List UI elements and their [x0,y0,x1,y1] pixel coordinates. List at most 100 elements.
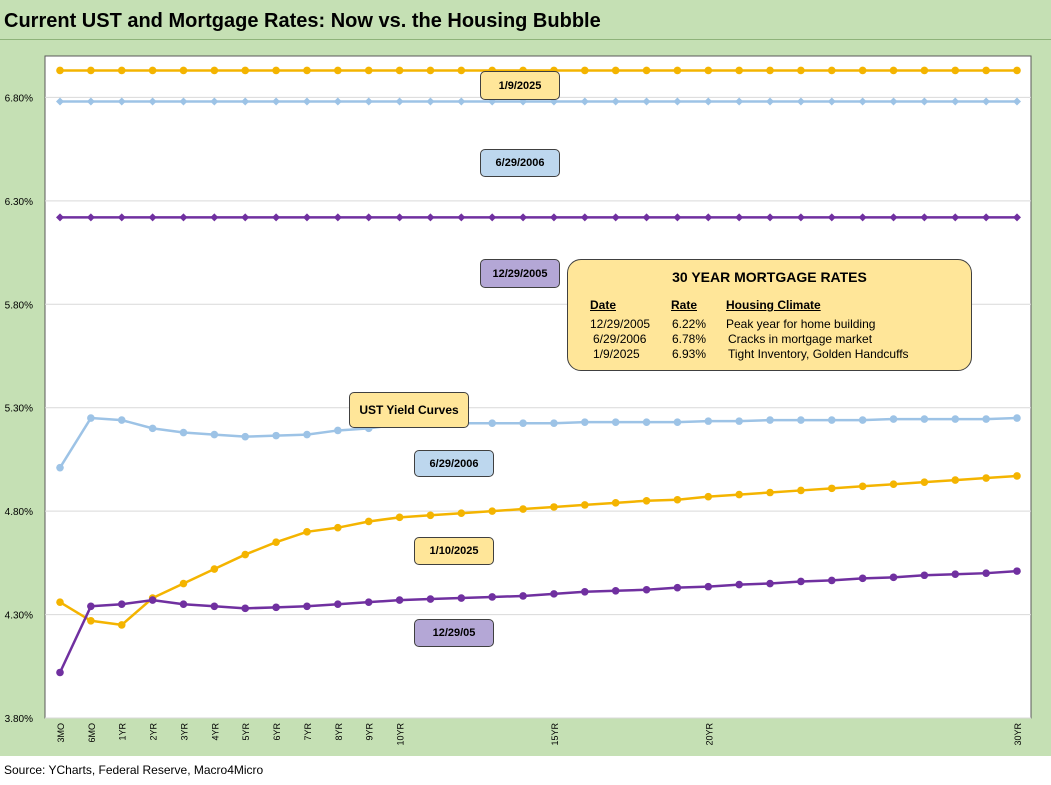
data-point [426,511,435,520]
data-point [951,476,960,484]
data-point [117,416,126,424]
data-point [766,579,774,588]
callout-ust-2006: 6/29/2006 [414,450,494,477]
data-point [148,66,157,75]
data-point [395,513,404,522]
data-point [673,495,682,504]
data-point [797,66,805,75]
data-point [241,213,250,222]
x-axis-ticks: 3MO 6MO 1YR 2YR 3YR 4YR 5YR 6YR 7YR 8YR 9YR 10YR 15Y… [56,723,1023,746]
data-point [642,496,651,505]
data-point [86,213,95,222]
data-point [272,66,280,75]
data-point [920,478,929,486]
data-point [364,66,373,75]
legend-row-climate: Peak year for home building [726,317,876,331]
y-tick-label: 4.80% [5,507,33,518]
data-point [827,416,836,424]
data-point [56,668,64,677]
series-line [59,474,1018,627]
data-point [303,528,311,536]
data-point [982,415,990,423]
data-point [549,213,558,222]
data-point [457,97,466,106]
data-point [302,213,311,222]
data-point [642,213,651,222]
data-point [210,97,219,106]
x-tick-label: 30YR [1013,723,1023,746]
data-point [364,213,373,222]
data-point [1013,567,1021,575]
series-line [58,569,1018,674]
callout-mortgage-2005: 12/29/2005 [480,259,560,288]
data-point [673,66,682,75]
legend-row-rate: 6.93% [672,347,707,361]
x-tick-label: 15YR [550,723,560,746]
legend-header-rate: Rate [671,298,698,312]
data-point [858,66,867,75]
data-point [56,463,64,472]
data-point [735,490,743,499]
data-point [642,585,651,594]
data-point [334,66,342,75]
data-point [210,66,219,75]
data-point [302,97,311,106]
x-tick-label: 2YR [149,723,159,741]
data-point [704,582,713,591]
data-point [334,523,342,532]
data-point [241,66,250,75]
data-point [858,482,867,491]
data-point [951,97,960,106]
legend-row-rate: 6.78% [672,332,707,346]
data-point [735,66,743,75]
data-point [735,417,743,425]
data-point [550,503,558,511]
data-point [951,415,960,423]
data-point [1013,66,1021,75]
series-ust [56,472,1021,629]
x-tick-label: 5YR [241,723,251,741]
x-tick-label: 9YR [365,723,375,741]
data-point [179,600,188,609]
y-tick-label: 5.80% [5,300,33,311]
data-point [334,426,342,435]
series-line [58,416,1018,469]
data-point [982,66,990,75]
data-point [889,480,898,489]
data-point [87,66,95,75]
data-point [858,97,867,106]
data-point [951,570,960,579]
legend-title: 30 YEAR MORTGAGE RATES [672,269,867,285]
data-point [426,66,435,75]
data-point [704,492,713,501]
data-point [581,66,589,75]
data-point [148,97,157,106]
data-point [735,580,743,589]
x-tick-label: 20YR [704,723,714,746]
mortgage-rates-legend: 30 YEAR MORTGAGE RATES Date Rate Housing… [567,259,972,371]
data-point [56,213,64,222]
data-point [642,97,651,106]
data-point [858,213,867,222]
x-tick-label: 6MO [87,723,97,743]
data-point [395,66,404,75]
data-point [519,419,527,428]
data-point [272,431,280,440]
x-tick-label: 6YR [272,723,282,741]
x-tick-label: 3YR [179,723,189,741]
title-bar: Current UST and Mortgage Rates: Now vs. … [0,0,1051,40]
data-point [457,594,466,602]
data-point [210,565,219,573]
series-ust [56,567,1021,677]
data-point [272,538,280,546]
callout-ust-2025: 1/10/2025 [414,537,494,565]
data-point [920,571,929,580]
data-point [303,430,311,439]
legend-header-date: Date [590,298,617,312]
x-tick-label: 3MO [56,723,66,743]
data-point [426,595,435,603]
data-point [56,598,64,606]
data-point [673,418,682,426]
y-tick-label: 4.30% [5,611,33,622]
x-tick-label: 1YR [118,723,128,741]
